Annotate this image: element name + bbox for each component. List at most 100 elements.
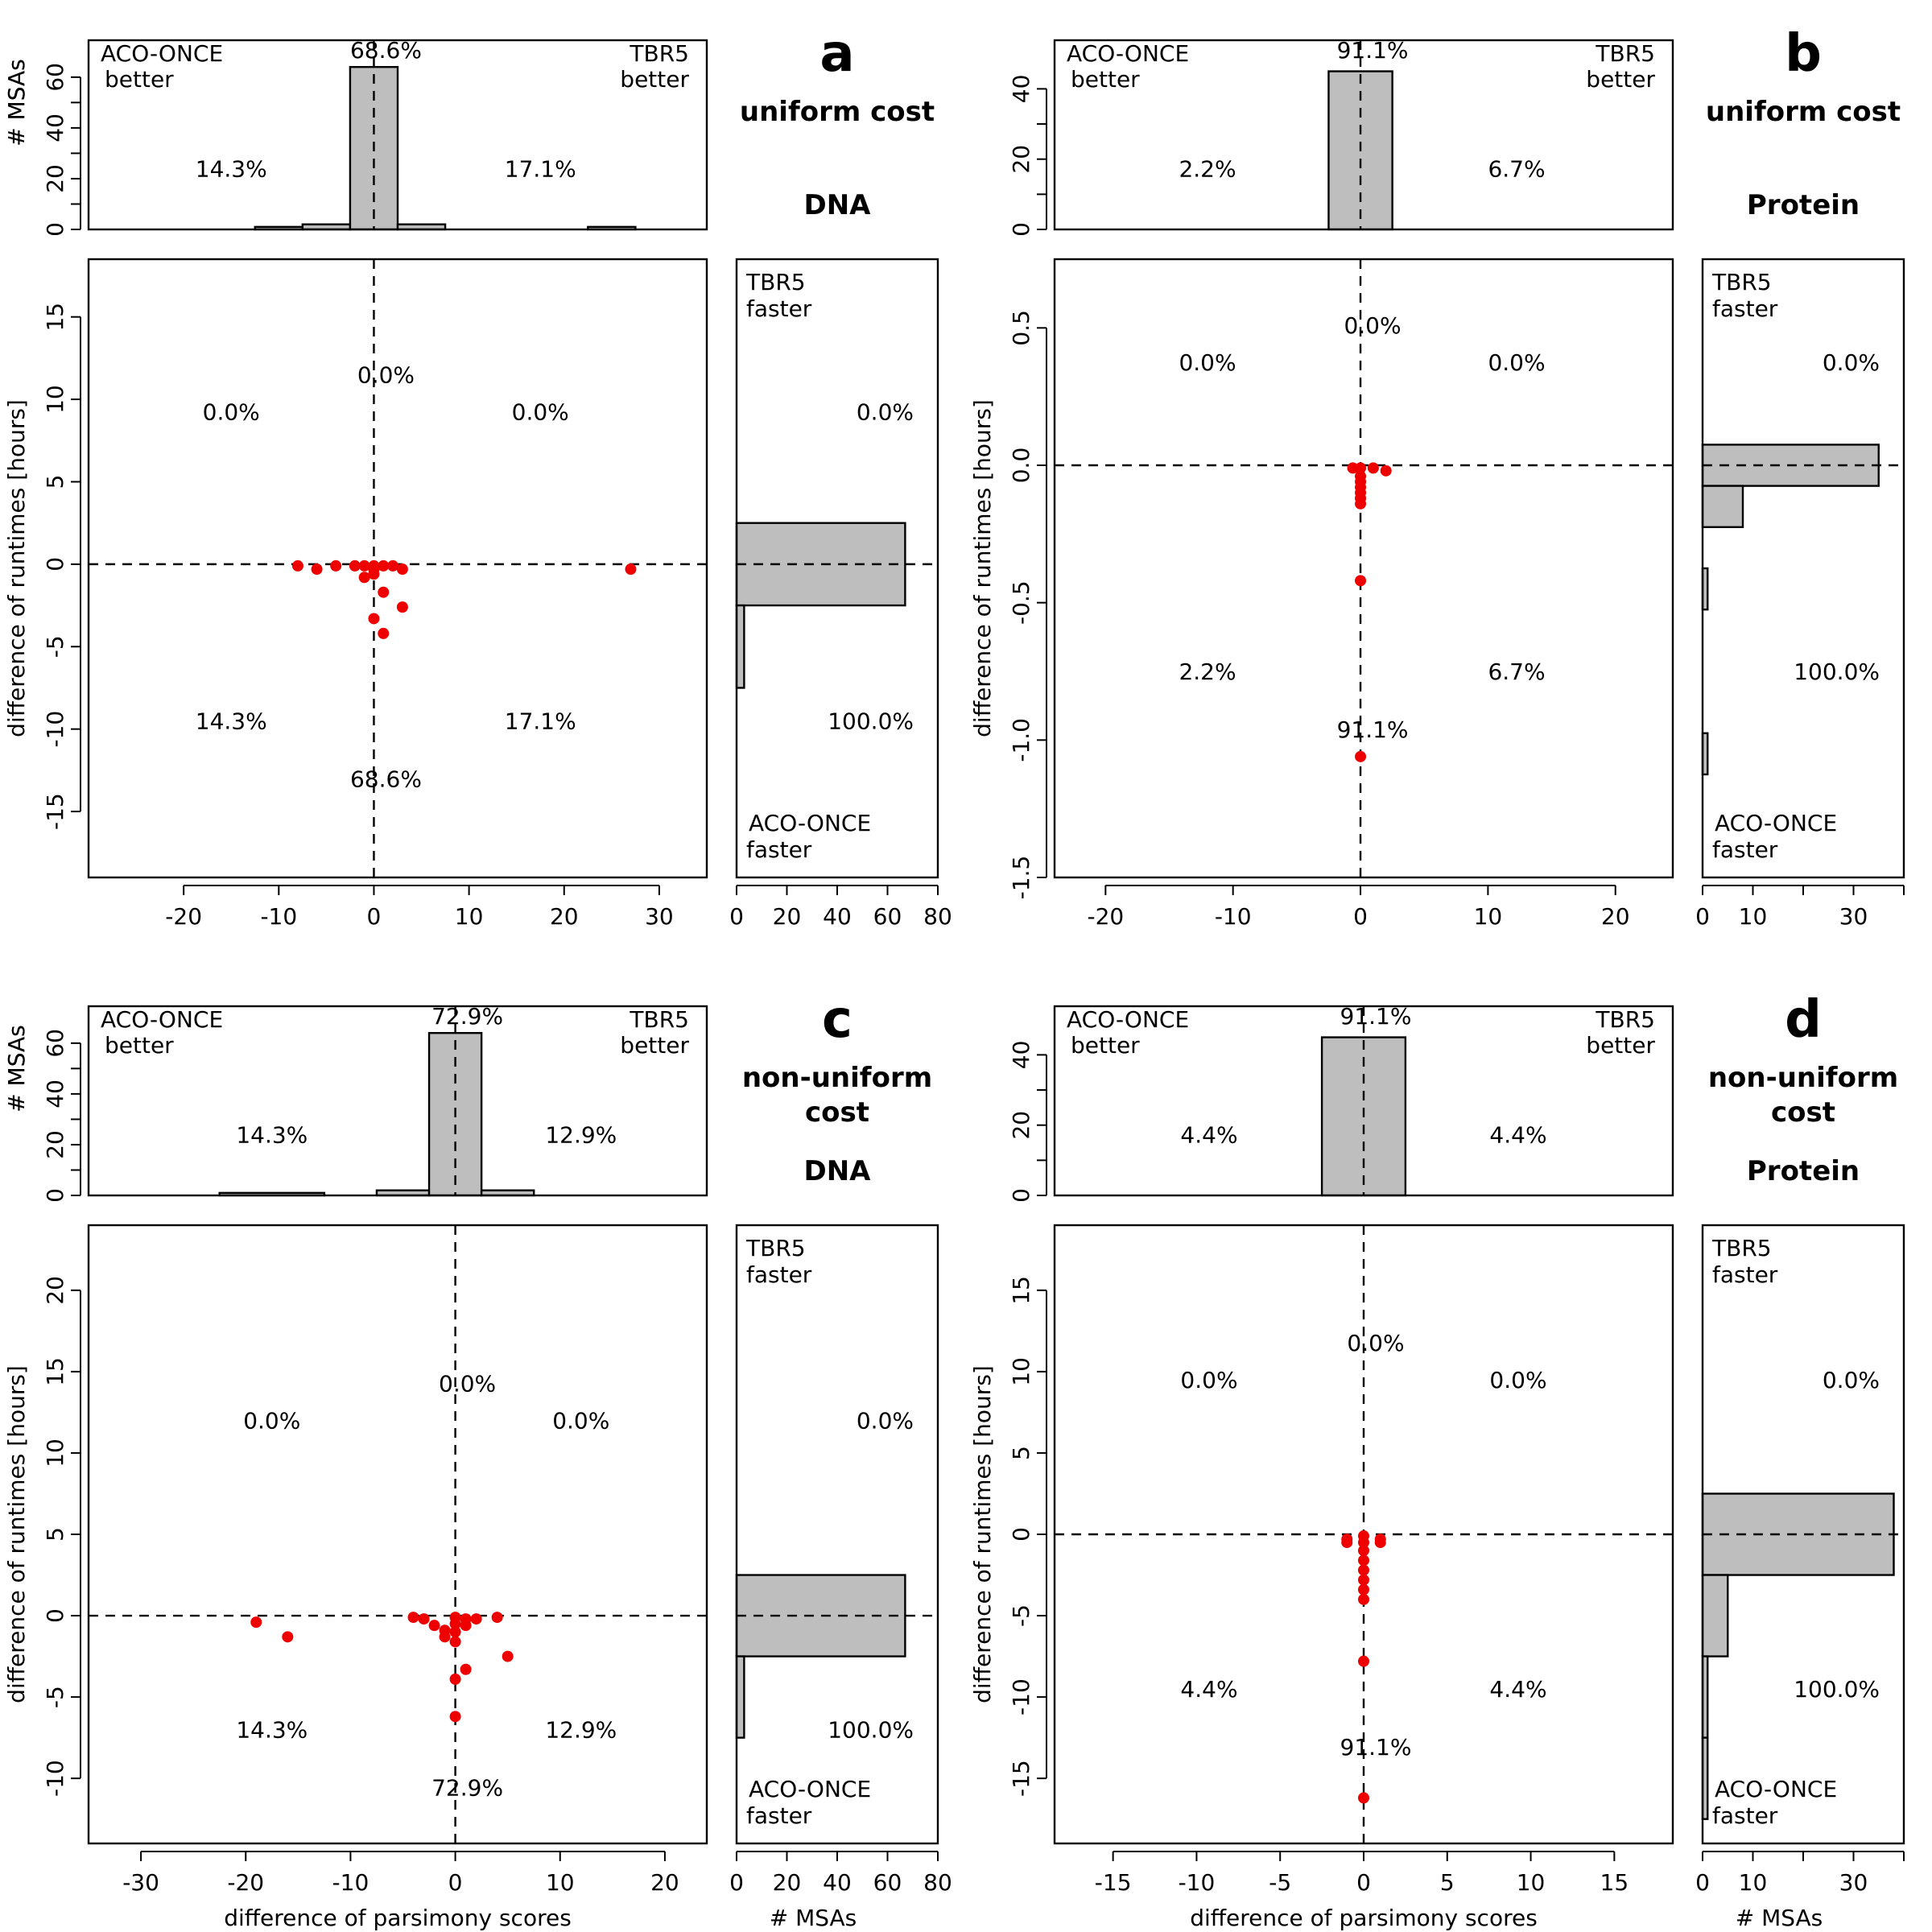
right-aco-faster-label-b: faster — [1712, 836, 1778, 863]
scatter-xtick-label-b: 20 — [1601, 903, 1630, 930]
scatter-d: -15 -10 -5 0 5 10 15 -15 -10 -5 0 5 10 15 difference o… — [969, 1224, 1674, 1931]
scatter-ytick-label-c: 15 — [42, 1357, 68, 1386]
top-aco-once-label-a: ACO-ONCE — [101, 40, 223, 67]
data-point-c-14 — [491, 1612, 503, 1624]
scatter-xlabel-d: difference of parsimony scores — [1190, 1905, 1538, 1931]
scatter-ytick-label-a: -10 — [42, 711, 68, 748]
top-right-pct-b: 6.7% — [1488, 156, 1545, 183]
data-point-c-2 — [407, 1612, 419, 1624]
data-point-d-11 — [1358, 1593, 1369, 1605]
top-right-pct-a: 17.1% — [505, 156, 576, 183]
right-xtick-label-d: 10 — [1739, 1869, 1768, 1896]
center-up-pct-a: 0.0% — [357, 361, 415, 388]
data-point-b-10 — [1355, 575, 1367, 587]
center-up-pct-b: 0.0% — [1344, 312, 1401, 339]
right-xtick-label-c: 60 — [873, 1869, 902, 1896]
panel-title-b: b uniform cost Protein — [1706, 24, 1901, 221]
right-bar-b-1 — [1701, 485, 1744, 528]
right-upper-pct-b: 0.0% — [1823, 349, 1880, 376]
top-left-pct-d: 4.4% — [1180, 1122, 1237, 1149]
scatter-a: -20 -10 0 10 20 30 -15 -10 -5 0 5 10 15 difference of… — [3, 258, 708, 930]
quadrant-ll-pct-a: 14.3% — [196, 708, 267, 734]
right-xtick-label-b: 0 — [1695, 903, 1710, 930]
top-aco-once-label-b: ACO-ONCE — [1067, 40, 1189, 67]
scatter-ytick-label-a: 15 — [42, 303, 68, 332]
top-left-pct-a: 14.3% — [196, 156, 267, 183]
right-tbr5-faster-label-b: faster — [1712, 295, 1778, 322]
top-tbr5-better-label-d: better — [1586, 1032, 1655, 1059]
top-ytick-label-b: 0 — [1008, 222, 1034, 237]
scatter-ytick-label-a: -15 — [42, 793, 68, 830]
quadrant-ll-pct-c: 14.3% — [236, 1717, 308, 1744]
top-ytick-label-a: 20 — [42, 164, 68, 193]
right-aco-once-label-c: ACO-ONCE — [749, 1776, 871, 1802]
top-right-pct-c: 12.9% — [545, 1122, 617, 1149]
scatter-xtick-label-a: 0 — [367, 903, 382, 930]
right-tbr5-label-d: TBR5 — [1711, 1235, 1772, 1261]
right-xtick-label-a: 60 — [873, 903, 902, 930]
data-point-a-15 — [378, 627, 390, 639]
scatter-frame-b — [1053, 258, 1674, 879]
right-upper-pct-d: 0.0% — [1823, 1367, 1880, 1393]
top-ytick-label-c: 0 — [42, 1188, 68, 1203]
scatter-xtick-label-a: 30 — [645, 903, 674, 930]
scatter-xtick-label-c: -30 — [122, 1869, 159, 1896]
right-aco-faster-label-d: faster — [1712, 1802, 1778, 1829]
data-point-c-6 — [439, 1631, 451, 1643]
center-up-pct-d: 0.0% — [1347, 1330, 1404, 1356]
panel-cost-label-d: non-uniform — [1708, 1062, 1898, 1094]
right-xtick-label-b: 30 — [1839, 903, 1868, 930]
right-aco-faster-label-a: faster — [746, 836, 812, 863]
quadrant-lr-pct-c: 12.9% — [545, 1717, 617, 1744]
right-xtick-label-c: 20 — [773, 1869, 802, 1896]
scatter-xtick-label-d: 5 — [1440, 1869, 1455, 1896]
data-point-b-1 — [1347, 462, 1359, 474]
scatter-ytick-label-b: -1.5 — [1008, 856, 1034, 900]
scatter-xtick-label-c: -20 — [227, 1869, 264, 1896]
right-upper-pct-c: 0.0% — [857, 1408, 914, 1435]
panel-title-a: a uniform cost DNA — [740, 24, 935, 221]
right-xtick-label-c: 0 — [729, 1869, 744, 1896]
quadrant-ll-pct-b: 2.2% — [1179, 658, 1236, 685]
data-point-b-11 — [1355, 750, 1367, 762]
right-lower-pct-c: 100.0% — [828, 1717, 914, 1744]
panel-letter-b: b — [1785, 24, 1822, 84]
top-tbr5-better-label-a: better — [620, 66, 689, 93]
right-xtick-label-c: 40 — [823, 1869, 852, 1896]
data-point-a-10 — [387, 559, 399, 572]
panel-dataset-label-d: Protein — [1747, 1155, 1860, 1187]
scatter-ytick-label-b: -0.5 — [1008, 580, 1034, 625]
scatter-ytick-label-d: 15 — [1008, 1276, 1034, 1305]
data-point-a-9 — [378, 559, 390, 572]
data-point-d-8 — [1358, 1564, 1369, 1576]
right-xtick-label-b: 10 — [1739, 903, 1768, 930]
data-point-d-5 — [1358, 1537, 1369, 1549]
right-tbr5-label-c: TBR5 — [745, 1235, 806, 1261]
data-point-a-13 — [396, 601, 408, 613]
top-ylabel-d: # MSAs — [3, 1025, 30, 1113]
data-point-a-0 — [291, 559, 303, 572]
right-tbr5-label-a: TBR5 — [745, 269, 806, 295]
data-point-d-3 — [1374, 1537, 1386, 1549]
panel-dataset-label-a: DNA — [804, 189, 872, 221]
scatter-ytick-label-c: 5 — [42, 1527, 68, 1542]
scatter-xtick-label-a: -10 — [260, 903, 297, 930]
scatter-xtick-label-d: -5 — [1269, 1869, 1291, 1896]
center-down-pct-c: 72.9% — [431, 1775, 503, 1802]
right-xlabel-d: # MSAs — [1736, 1905, 1823, 1931]
scatter-xtick-label-a: 10 — [455, 903, 484, 930]
top-ytick-label-c: 40 — [42, 1080, 68, 1108]
data-point-a-2 — [330, 559, 342, 572]
right-xlabel-c: # MSAs — [770, 1905, 857, 1931]
scatter-ylabel-b: difference of runtimes [hours] — [969, 399, 996, 737]
quadrant-ur-pct-a: 0.0% — [512, 398, 569, 425]
scatter-xtick-label-c: 0 — [448, 1869, 463, 1896]
top-right-pct-d: 4.4% — [1489, 1122, 1546, 1149]
data-point-d-7 — [1358, 1554, 1369, 1567]
scatter-xtick-label-b: 10 — [1474, 903, 1503, 930]
right-upper-pct-a: 0.0% — [857, 398, 914, 425]
